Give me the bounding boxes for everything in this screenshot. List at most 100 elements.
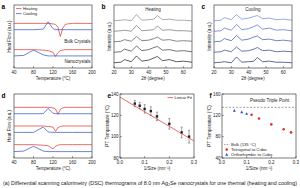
marker xyxy=(250,114,253,117)
panel-letter: d xyxy=(2,92,6,99)
y-tick xyxy=(222,136,224,137)
series-line xyxy=(214,14,292,20)
x-tick-label: 160 xyxy=(69,160,77,165)
series-line xyxy=(222,107,296,108)
data-group xyxy=(214,14,292,62)
x-tick-label: 0.3 xyxy=(293,160,300,165)
plot-frame xyxy=(114,5,192,68)
error-bar xyxy=(181,127,183,138)
data-group xyxy=(120,97,194,143)
panel-f: 0.00.10.20.340801201601/Size (nm⁻¹)PT Te… xyxy=(207,92,300,171)
y-tick xyxy=(120,136,122,137)
series-line xyxy=(14,108,92,113)
x-tick-label: 50 xyxy=(163,70,169,75)
legend-swatch xyxy=(225,153,228,156)
error-bar xyxy=(168,119,170,130)
y-tick-label: 120 xyxy=(111,113,119,118)
data-group xyxy=(114,14,192,62)
legend-label: Orthorhombic to Cubic xyxy=(231,152,273,157)
x-axis-label: 2θ (degree) xyxy=(241,76,265,81)
x-tick xyxy=(148,66,149,68)
plot-frame xyxy=(222,94,296,158)
y-tick xyxy=(222,94,224,95)
x-tick-label: 40 xyxy=(246,70,252,75)
x-tick xyxy=(14,156,15,158)
series-line xyxy=(14,126,92,131)
data-group xyxy=(14,22,92,57)
marker xyxy=(134,102,136,104)
x-tick xyxy=(72,66,73,68)
x-tick-label: 80 xyxy=(31,160,37,165)
panel-letter: e xyxy=(108,92,112,99)
legend: HeatingCooling xyxy=(16,6,38,16)
panel-c: 20304050602θ (degree)Intensity (a.u.)cCo… xyxy=(202,3,293,81)
marker xyxy=(240,111,243,114)
figure: 40 80 120 160 200 Temperature (°C) Heat Flow (… xyxy=(0,0,300,188)
panel-a: 4080120160200Temperature (°C)Heat Flow (… xyxy=(2,3,97,81)
series-line xyxy=(114,56,192,63)
x-tick-label: 80 xyxy=(31,70,37,75)
x-axis-label: 1/Size (nm⁻¹) xyxy=(144,166,171,171)
panel-e: 0.00.10.20.3801001201401/Size (nm⁻¹)PT T… xyxy=(105,92,198,171)
marker xyxy=(290,131,293,134)
panel-letter: f xyxy=(210,92,213,99)
x-tick xyxy=(53,156,54,158)
x-tick xyxy=(120,156,121,158)
x-tick-label: 200 xyxy=(88,70,96,75)
panel-letter: a xyxy=(2,3,6,10)
y-tick-label: 120 xyxy=(213,113,221,118)
y-axis-label: Intensity (a.u.) xyxy=(207,22,212,51)
plot-frame xyxy=(14,5,92,68)
x-tick-label: 0.2 xyxy=(268,160,275,165)
marker xyxy=(139,105,141,107)
x-tick xyxy=(33,66,34,68)
x-tick-label: 40 xyxy=(11,160,17,165)
series-line xyxy=(120,97,194,141)
series-line xyxy=(14,22,92,30)
y-tick xyxy=(222,115,224,116)
y-tick-label: 100 xyxy=(111,134,119,139)
annotation: Nanocrystals xyxy=(64,59,91,64)
x-tick xyxy=(72,156,73,158)
x-axis-label: 2θ (degree) xyxy=(141,76,165,81)
panel-letter: c xyxy=(202,3,206,10)
x-tick xyxy=(194,156,195,158)
x-tick xyxy=(33,156,34,158)
panel-d: 4080120160200Temperature (°C)Heat Flow (… xyxy=(2,92,97,171)
legend-swatch xyxy=(16,13,22,14)
series-line xyxy=(14,50,92,56)
x-tick xyxy=(14,66,15,68)
y-tick-label: 160 xyxy=(213,92,221,97)
y-tick-label: 80 xyxy=(113,156,119,161)
marker xyxy=(233,109,236,112)
y-tick xyxy=(120,115,122,116)
x-tick-label: 120 xyxy=(49,70,57,75)
x-axis-label: Temperature (°C) xyxy=(36,76,71,81)
x-tick xyxy=(183,66,184,68)
y-axis-label: Heat Flow (a.u.) xyxy=(7,20,12,53)
x-tick-label: 160 xyxy=(69,70,77,75)
series-line xyxy=(114,25,192,31)
series-line xyxy=(14,145,92,149)
series-line xyxy=(14,50,92,57)
y-tick xyxy=(120,94,122,95)
y-tick xyxy=(222,158,224,159)
data-group xyxy=(222,107,296,133)
y-tick xyxy=(120,158,122,159)
legend-swatch xyxy=(225,148,228,151)
panel-title: Heating xyxy=(145,7,161,12)
caption: (a) Differential scanning calorimetry (D… xyxy=(3,181,298,186)
legend-swatch xyxy=(224,144,230,145)
x-tick-label: 40 xyxy=(146,70,152,75)
series-line xyxy=(214,35,292,41)
x-tick-label: 0.3 xyxy=(191,160,198,165)
legend-swatch xyxy=(16,8,22,9)
legend-label: Cooling xyxy=(23,11,38,16)
marker xyxy=(282,128,285,131)
series-line xyxy=(214,47,292,52)
x-axis-label: 1/Size (nm⁻¹) xyxy=(246,166,273,171)
x-axis-label: Temperature (°C) xyxy=(36,166,71,171)
y-axis-label: PT Temperature (°C) xyxy=(105,105,110,147)
marker xyxy=(258,117,261,120)
x-tick-label: 0.2 xyxy=(166,160,173,165)
